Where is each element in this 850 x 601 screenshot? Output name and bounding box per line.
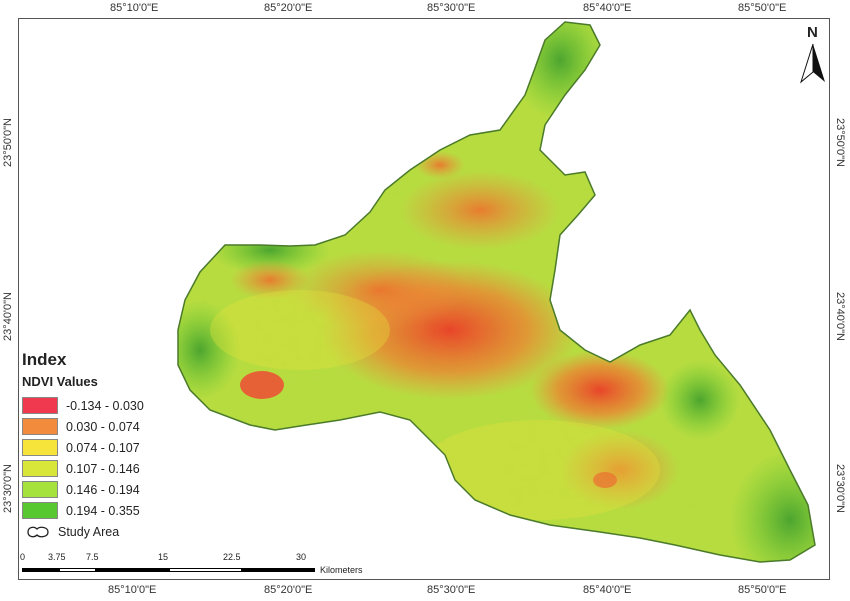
scale-label-75: 7.5: [86, 552, 99, 562]
legend-label: 0.074 - 0.107: [66, 440, 140, 455]
legend: Index NDVI Values -0.134 - 0.030 0.030 -…: [22, 350, 144, 542]
legend-item: 0.107 - 0.146: [22, 458, 144, 479]
map-frame: [18, 18, 830, 580]
legend-label: 0.030 - 0.074: [66, 419, 140, 434]
top-tick-5: 85°50'0"E: [738, 2, 787, 14]
bottom-tick-3: 85°30'0"E: [427, 584, 476, 596]
legend-swatch: [22, 502, 58, 519]
legend-label: 0.194 - 0.355: [66, 503, 140, 518]
bottom-tick-1: 85°10'0"E: [108, 584, 157, 596]
legend-swatch: [22, 481, 58, 498]
scale-bar: 0 3.75 7.5 15 22.5 30 Kilometers: [20, 552, 365, 578]
scale-label-225: 22.5: [223, 552, 241, 562]
scale-unit: Kilometers: [320, 565, 363, 575]
legend-item: 0.146 - 0.194: [22, 479, 144, 500]
legend-item: 0.030 - 0.074: [22, 416, 144, 437]
scale-segment: [169, 568, 242, 572]
legend-label: 0.107 - 0.146: [66, 461, 140, 476]
legend-label: -0.134 - 0.030: [66, 398, 144, 413]
legend-item-study-area: Study Area: [22, 521, 144, 542]
right-tick-3: 23°30'0"N: [834, 464, 846, 513]
scale-label-15: 15: [158, 552, 169, 562]
legend-swatch: [22, 439, 58, 456]
scale-segment: [22, 568, 59, 572]
bottom-tick-5: 85°50'0"E: [738, 584, 787, 596]
study-area-icon: [27, 526, 49, 537]
right-tick-1: 23°50'0"N: [834, 118, 846, 167]
legend-swatch: [22, 397, 58, 414]
north-arrow: N: [798, 24, 828, 84]
legend-subtitle: NDVI Values: [22, 374, 98, 389]
study-area-label: Study Area: [58, 524, 120, 539]
legend-item: 0.074 - 0.107: [22, 437, 144, 458]
scale-segment: [96, 568, 169, 572]
scale-segment: [242, 568, 315, 572]
legend-item: -0.134 - 0.030: [22, 395, 144, 416]
top-tick-3: 85°30'0"E: [427, 2, 476, 14]
scale-label-375: 3.75: [48, 552, 66, 562]
right-tick-2: 23°40'0"N: [834, 292, 846, 341]
scale-label-0: 0: [20, 552, 26, 562]
scale-label-30: 30: [296, 552, 307, 562]
north-label: N: [807, 24, 818, 41]
legend-swatch: [22, 460, 58, 477]
top-tick-2: 85°20'0"E: [264, 2, 313, 14]
top-tick-4: 85°40'0"E: [583, 2, 632, 14]
bottom-tick-4: 85°40'0"E: [583, 584, 632, 596]
study-area-boundary: [177, 21, 816, 563]
legend-title: Index: [22, 350, 67, 369]
legend-label: 0.146 - 0.194: [66, 482, 140, 497]
legend-item: 0.194 - 0.355: [22, 500, 144, 521]
bottom-tick-2: 85°20'0"E: [264, 584, 313, 596]
scale-segment: [59, 568, 96, 572]
north-arrow-icon: [800, 43, 825, 84]
legend-swatch: [22, 418, 58, 435]
top-tick-1: 85°10'0"E: [110, 2, 159, 14]
